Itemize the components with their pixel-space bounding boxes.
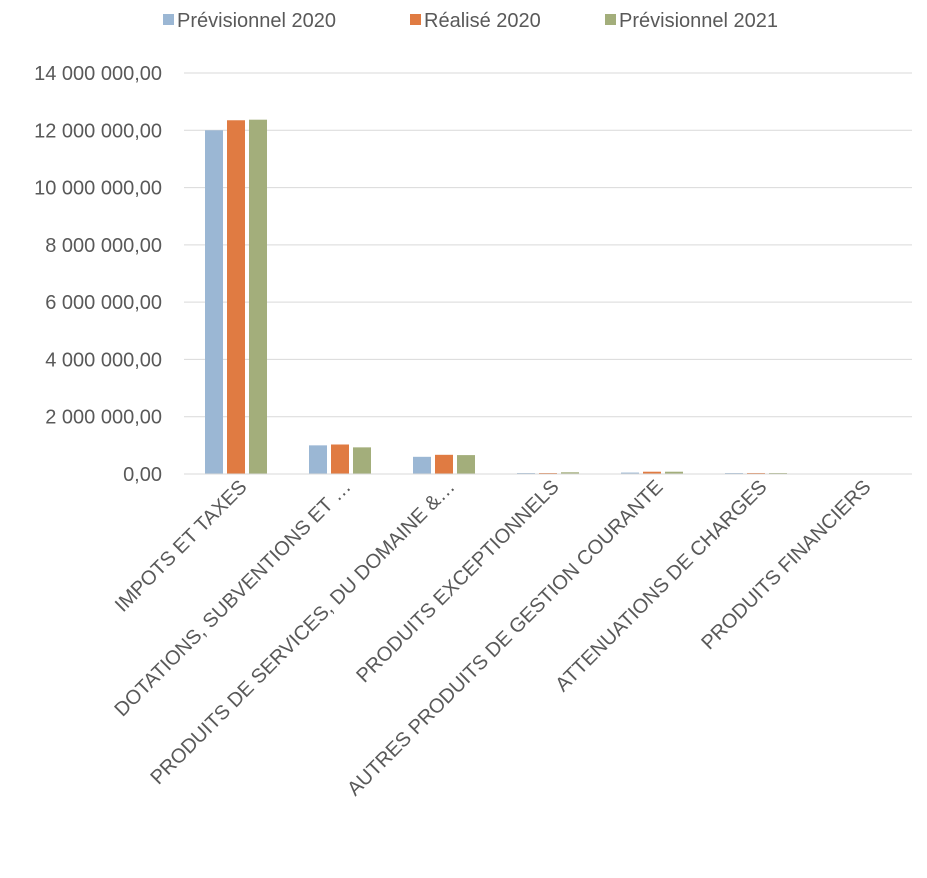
bar bbox=[665, 471, 683, 474]
bar bbox=[561, 472, 579, 474]
legend-swatch bbox=[163, 14, 174, 25]
legend: Prévisionnel 2020 Réalisé 2020 Prévisionne… bbox=[163, 10, 778, 32]
legend-item: Réalisé 2020 bbox=[410, 10, 541, 32]
bar bbox=[331, 444, 349, 474]
x-tick-label: PRODUITS EXCEPTIONNELS bbox=[352, 476, 563, 687]
x-tick-label: DOTATIONS, SUBVENTIONS ET … bbox=[111, 476, 356, 721]
y-tick-label: 0,00 bbox=[123, 464, 162, 486]
y-tick-label: 2 000 000,00 bbox=[45, 407, 162, 429]
x-tick-label: ATTENUATIONS DE CHARGES bbox=[551, 476, 771, 696]
grid-lines bbox=[184, 72, 912, 475]
bars bbox=[205, 119, 787, 475]
bar bbox=[435, 454, 453, 474]
y-tick-label: 6 000 000,00 bbox=[45, 292, 162, 314]
y-tick-label: 12 000 000,00 bbox=[34, 120, 162, 142]
bar bbox=[249, 119, 267, 474]
legend-label: Prévisionnel 2021 bbox=[619, 10, 778, 32]
bar bbox=[621, 472, 639, 474]
legend-label: Prévisionnel 2020 bbox=[177, 10, 336, 32]
legend-item: Prévisionnel 2021 bbox=[605, 10, 778, 32]
legend-swatch bbox=[605, 14, 616, 25]
y-tick-label: 8 000 000,00 bbox=[45, 235, 162, 257]
legend-item: Prévisionnel 2020 bbox=[163, 10, 336, 32]
bar bbox=[747, 472, 765, 474]
bar bbox=[457, 455, 475, 474]
legend-swatch bbox=[410, 14, 421, 25]
bar bbox=[205, 130, 223, 475]
bar bbox=[309, 445, 327, 474]
bar bbox=[643, 471, 661, 474]
bar bbox=[769, 472, 787, 474]
x-tick-label: PRODUITS FINANCIERS bbox=[697, 476, 875, 654]
bar bbox=[413, 456, 431, 474]
legend-label: Réalisé 2020 bbox=[424, 10, 541, 32]
bar bbox=[353, 447, 371, 474]
y-tick-label: 4 000 000,00 bbox=[45, 349, 162, 371]
bar bbox=[227, 120, 245, 474]
y-tick-label: 10 000 000,00 bbox=[34, 178, 162, 200]
y-axis: 0,00 2 000 000,00 4 000 000,00 6 000 000,00… bbox=[34, 63, 162, 486]
y-tick-label: 14 000 000,00 bbox=[34, 63, 162, 85]
